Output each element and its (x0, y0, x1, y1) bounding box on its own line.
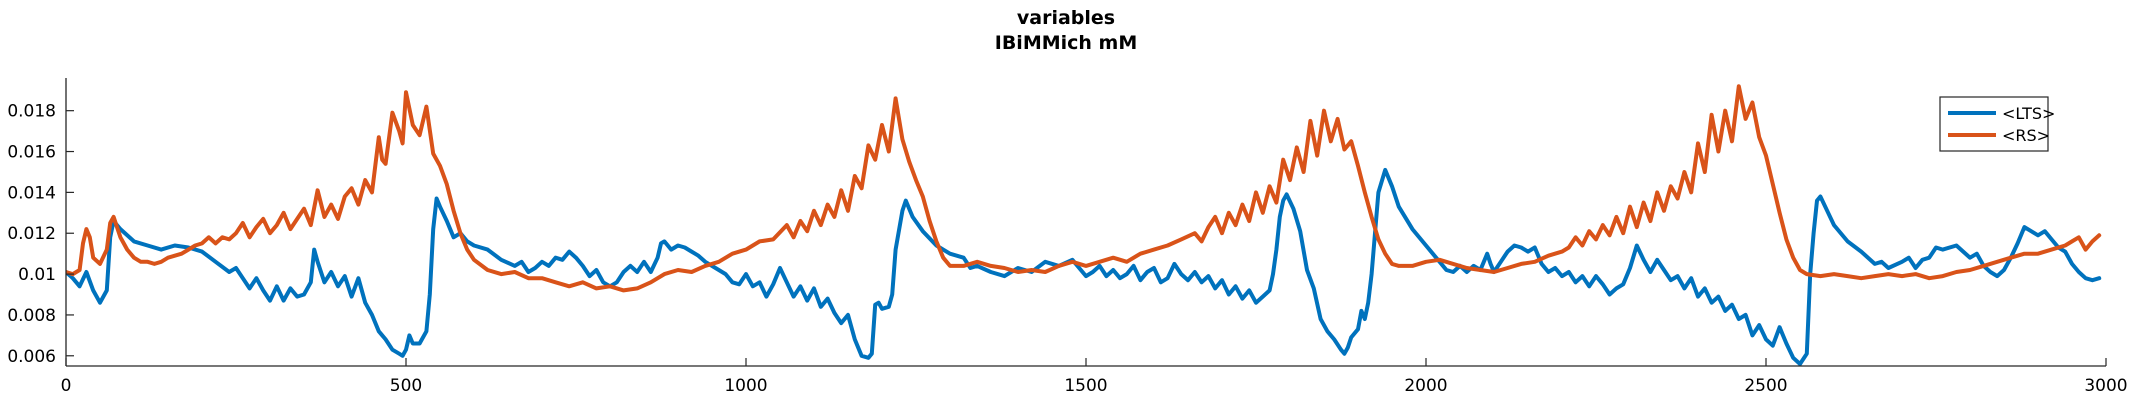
x-tick-label: 1000 (724, 376, 767, 396)
x-tick-label: 0 (61, 376, 72, 396)
legend-label-lts: <LTS> (2002, 104, 2055, 123)
x-tick-label: 3000 (2084, 376, 2127, 396)
axes (65, 78, 2106, 367)
y-tick-label: 0.008 (7, 306, 56, 326)
ticks: 0 500 1000 1500 2000 2500 3000 0.006 0.008 0.01 0.… (7, 102, 2127, 396)
y-tick-label: 0.018 (7, 102, 56, 122)
x-tick-label: 2500 (1744, 376, 1787, 396)
x-tick-label: 500 (390, 376, 422, 396)
y-tick-label: 0.01 (18, 265, 56, 285)
y-tick-label: 0.014 (7, 183, 56, 203)
y-tick-label: 0.006 (7, 347, 56, 367)
series-line-lts (66, 167, 2102, 366)
series-line-rs (66, 84, 2102, 293)
chart-subtitle: IBiMMich mM (995, 32, 1138, 54)
legend-box (1939, 96, 2049, 152)
legend-label-rs: <RS> (2002, 126, 2050, 145)
x-tick-label: 1500 (1064, 376, 1107, 396)
series-layer (66, 84, 2102, 366)
chart-title: variables (1017, 7, 1115, 29)
x-tick-label: 2000 (1404, 376, 1447, 396)
y-tick-label: 0.012 (7, 224, 56, 244)
legend: <LTS> <RS> (1939, 96, 2055, 152)
y-tick-label: 0.016 (7, 143, 56, 163)
